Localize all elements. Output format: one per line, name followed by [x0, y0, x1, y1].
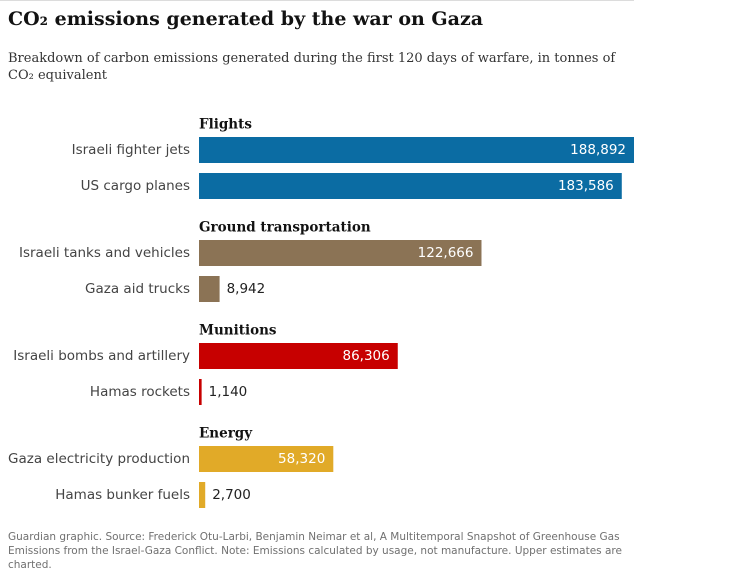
value-label: 188,892	[570, 142, 626, 158]
chart: Flights Israeli fighter jets 188,892 US car…	[8, 117, 634, 508]
category-label: US cargo planes	[81, 178, 190, 194]
bar	[199, 343, 398, 369]
group-label: Energy	[199, 426, 253, 442]
value-label: 58,320	[278, 451, 325, 467]
value-label: 8,942	[227, 281, 266, 297]
category-label: Hamas rockets	[90, 384, 190, 400]
top-rule	[0, 0, 634, 1]
bar	[199, 379, 202, 405]
bar	[199, 446, 334, 472]
bar	[199, 276, 220, 302]
group-label: Munitions	[199, 323, 277, 339]
group-label: Flights	[199, 117, 252, 133]
value-label: 86,306	[343, 348, 390, 364]
chart-subtitle: Breakdown of carbon emissions generated …	[8, 51, 616, 83]
value-label: 122,666	[418, 245, 474, 261]
group-label: Ground transportation	[199, 220, 371, 236]
bar	[199, 240, 482, 266]
category-label: Israeli tanks and vehicles	[19, 245, 190, 261]
category-label: Gaza electricity production	[8, 451, 190, 467]
category-label: Israeli fighter jets	[72, 142, 190, 158]
bar	[199, 137, 634, 163]
category-label: Israeli bombs and artillery	[13, 348, 190, 364]
source-note: Guardian graphic. Source: Frederick Otu-…	[8, 531, 622, 571]
bar	[199, 482, 206, 508]
value-label: 1,140	[209, 384, 248, 400]
value-label: 183,586	[558, 178, 614, 194]
category-label: Gaza aid trucks	[85, 281, 190, 297]
bar	[199, 173, 622, 199]
value-label: 2,700	[212, 487, 251, 503]
chart-title: CO₂ emissions generated by the war on Ga…	[8, 8, 484, 30]
category-label: Hamas bunker fuels	[55, 487, 190, 503]
